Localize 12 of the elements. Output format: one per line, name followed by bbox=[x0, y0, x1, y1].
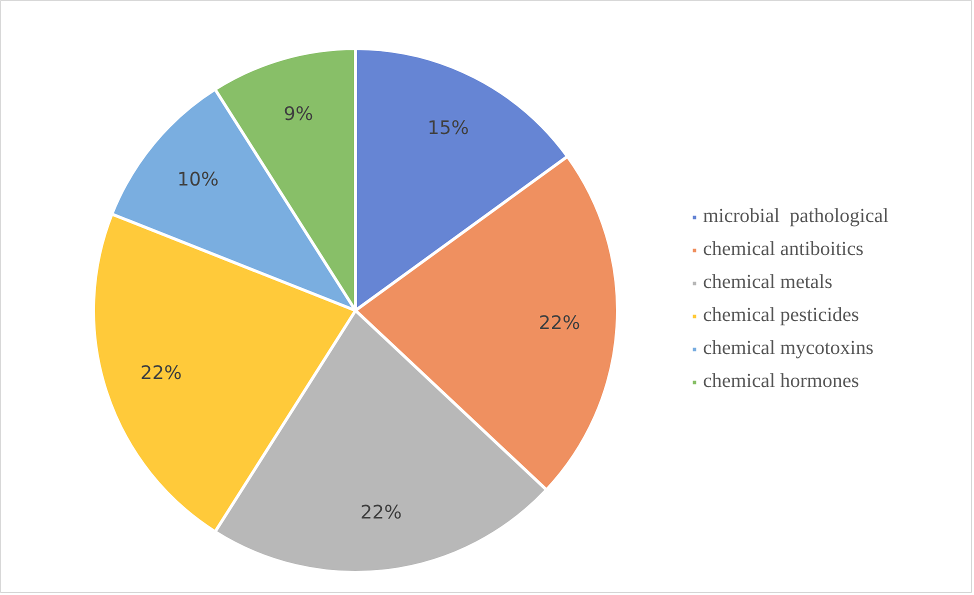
data-label: 9% bbox=[284, 104, 314, 125]
data-label: 15% bbox=[428, 118, 470, 139]
legend-label: chemical metals bbox=[703, 271, 832, 294]
legend-label: chemical pesticides bbox=[703, 304, 860, 327]
data-label: 10% bbox=[177, 170, 219, 191]
legend-label: microbial pathological bbox=[703, 205, 888, 228]
data-label: 22% bbox=[538, 312, 580, 334]
legend-label: chemical hormones bbox=[703, 370, 860, 393]
legend-label: chemical antiboitics bbox=[703, 238, 864, 261]
data-label: 22% bbox=[140, 363, 182, 384]
data-label: 22% bbox=[360, 502, 402, 524]
legend-label: chemical mycotoxins bbox=[703, 337, 874, 360]
